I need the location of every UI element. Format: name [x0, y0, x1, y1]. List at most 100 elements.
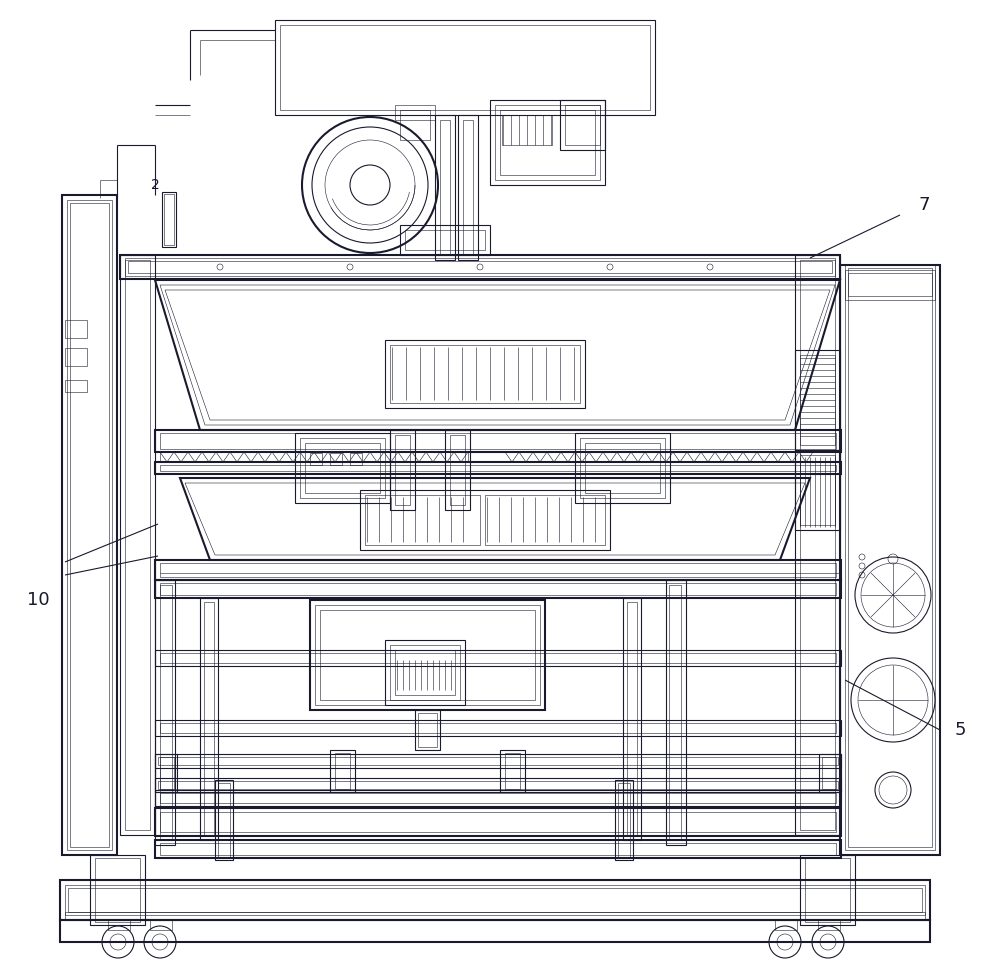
- Bar: [615, 780, 633, 860]
- Bar: [390, 430, 415, 510]
- Bar: [120, 255, 155, 835]
- Bar: [155, 808, 841, 836]
- Bar: [155, 720, 841, 736]
- Bar: [580, 438, 665, 498]
- Bar: [669, 585, 681, 840]
- Bar: [575, 433, 670, 503]
- Bar: [800, 260, 835, 830]
- Bar: [65, 380, 87, 392]
- Bar: [65, 912, 925, 920]
- Bar: [160, 723, 836, 733]
- Bar: [365, 495, 480, 545]
- Bar: [125, 258, 835, 276]
- Text: 7: 7: [918, 196, 930, 214]
- Bar: [435, 115, 455, 260]
- Bar: [155, 580, 175, 845]
- Bar: [160, 583, 836, 595]
- Bar: [108, 920, 130, 930]
- Bar: [160, 793, 836, 803]
- Bar: [395, 435, 410, 505]
- Bar: [215, 780, 233, 860]
- Bar: [565, 105, 600, 145]
- Bar: [68, 888, 922, 912]
- Bar: [60, 920, 930, 942]
- Bar: [155, 790, 841, 806]
- Bar: [848, 268, 932, 296]
- Text: 2: 2: [151, 178, 159, 192]
- Bar: [280, 25, 650, 110]
- Bar: [845, 270, 935, 850]
- Bar: [310, 453, 322, 465]
- Bar: [120, 255, 840, 279]
- Bar: [128, 261, 832, 273]
- Bar: [65, 885, 925, 915]
- Bar: [160, 757, 174, 789]
- Bar: [160, 843, 836, 855]
- Bar: [155, 430, 841, 452]
- Bar: [155, 754, 841, 768]
- Bar: [505, 753, 520, 789]
- Bar: [450, 435, 465, 505]
- Bar: [485, 495, 605, 545]
- Bar: [500, 110, 595, 175]
- Bar: [385, 340, 585, 408]
- Bar: [275, 20, 655, 115]
- Bar: [800, 355, 835, 445]
- Bar: [390, 345, 580, 403]
- Bar: [155, 778, 177, 792]
- Bar: [160, 812, 836, 832]
- Bar: [155, 840, 841, 858]
- Bar: [390, 645, 460, 700]
- Bar: [310, 600, 545, 710]
- Bar: [400, 225, 490, 255]
- Bar: [775, 920, 797, 930]
- Bar: [795, 255, 840, 835]
- Bar: [330, 750, 355, 792]
- Bar: [458, 115, 478, 260]
- Bar: [155, 580, 841, 598]
- Bar: [60, 880, 930, 920]
- Bar: [360, 490, 610, 550]
- Bar: [160, 433, 836, 449]
- Bar: [164, 194, 174, 245]
- Bar: [155, 560, 841, 580]
- Bar: [560, 100, 605, 150]
- Bar: [819, 754, 841, 792]
- Bar: [158, 781, 838, 789]
- Bar: [90, 855, 145, 925]
- Bar: [150, 920, 172, 930]
- Bar: [500, 750, 525, 792]
- Bar: [795, 450, 840, 530]
- Bar: [162, 192, 176, 247]
- Bar: [160, 653, 836, 663]
- Bar: [335, 753, 350, 789]
- Bar: [350, 453, 362, 465]
- Bar: [155, 462, 841, 474]
- Bar: [65, 320, 87, 338]
- Bar: [395, 105, 435, 120]
- Bar: [160, 563, 836, 577]
- Bar: [405, 230, 485, 250]
- Bar: [70, 203, 109, 847]
- Bar: [795, 350, 840, 450]
- Bar: [315, 605, 540, 705]
- Bar: [418, 713, 437, 747]
- Bar: [800, 455, 835, 525]
- Bar: [95, 858, 140, 922]
- Bar: [300, 438, 385, 498]
- Bar: [395, 650, 455, 695]
- Bar: [445, 430, 470, 510]
- Bar: [845, 265, 935, 300]
- Bar: [204, 602, 214, 836]
- Bar: [65, 348, 87, 366]
- Bar: [305, 443, 380, 493]
- Bar: [155, 650, 841, 666]
- Text: 5: 5: [955, 721, 966, 739]
- Bar: [330, 453, 342, 465]
- Bar: [848, 273, 932, 847]
- Bar: [800, 855, 855, 925]
- Bar: [585, 443, 660, 493]
- Bar: [666, 580, 686, 845]
- Bar: [400, 110, 430, 140]
- Bar: [822, 757, 836, 789]
